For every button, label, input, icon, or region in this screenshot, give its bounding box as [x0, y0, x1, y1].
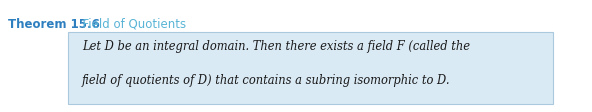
Text: field of quotients of D) that contains a subring isomorphic to D.: field of quotients of D) that contains a…	[82, 73, 451, 86]
Text: Theorem 15.6: Theorem 15.6	[8, 17, 100, 30]
FancyBboxPatch shape	[68, 32, 553, 104]
Text: Field of Quotients: Field of Quotients	[75, 17, 186, 30]
Text: Let D be an integral domain. Then there exists a field F (called the: Let D be an integral domain. Then there …	[82, 40, 470, 53]
